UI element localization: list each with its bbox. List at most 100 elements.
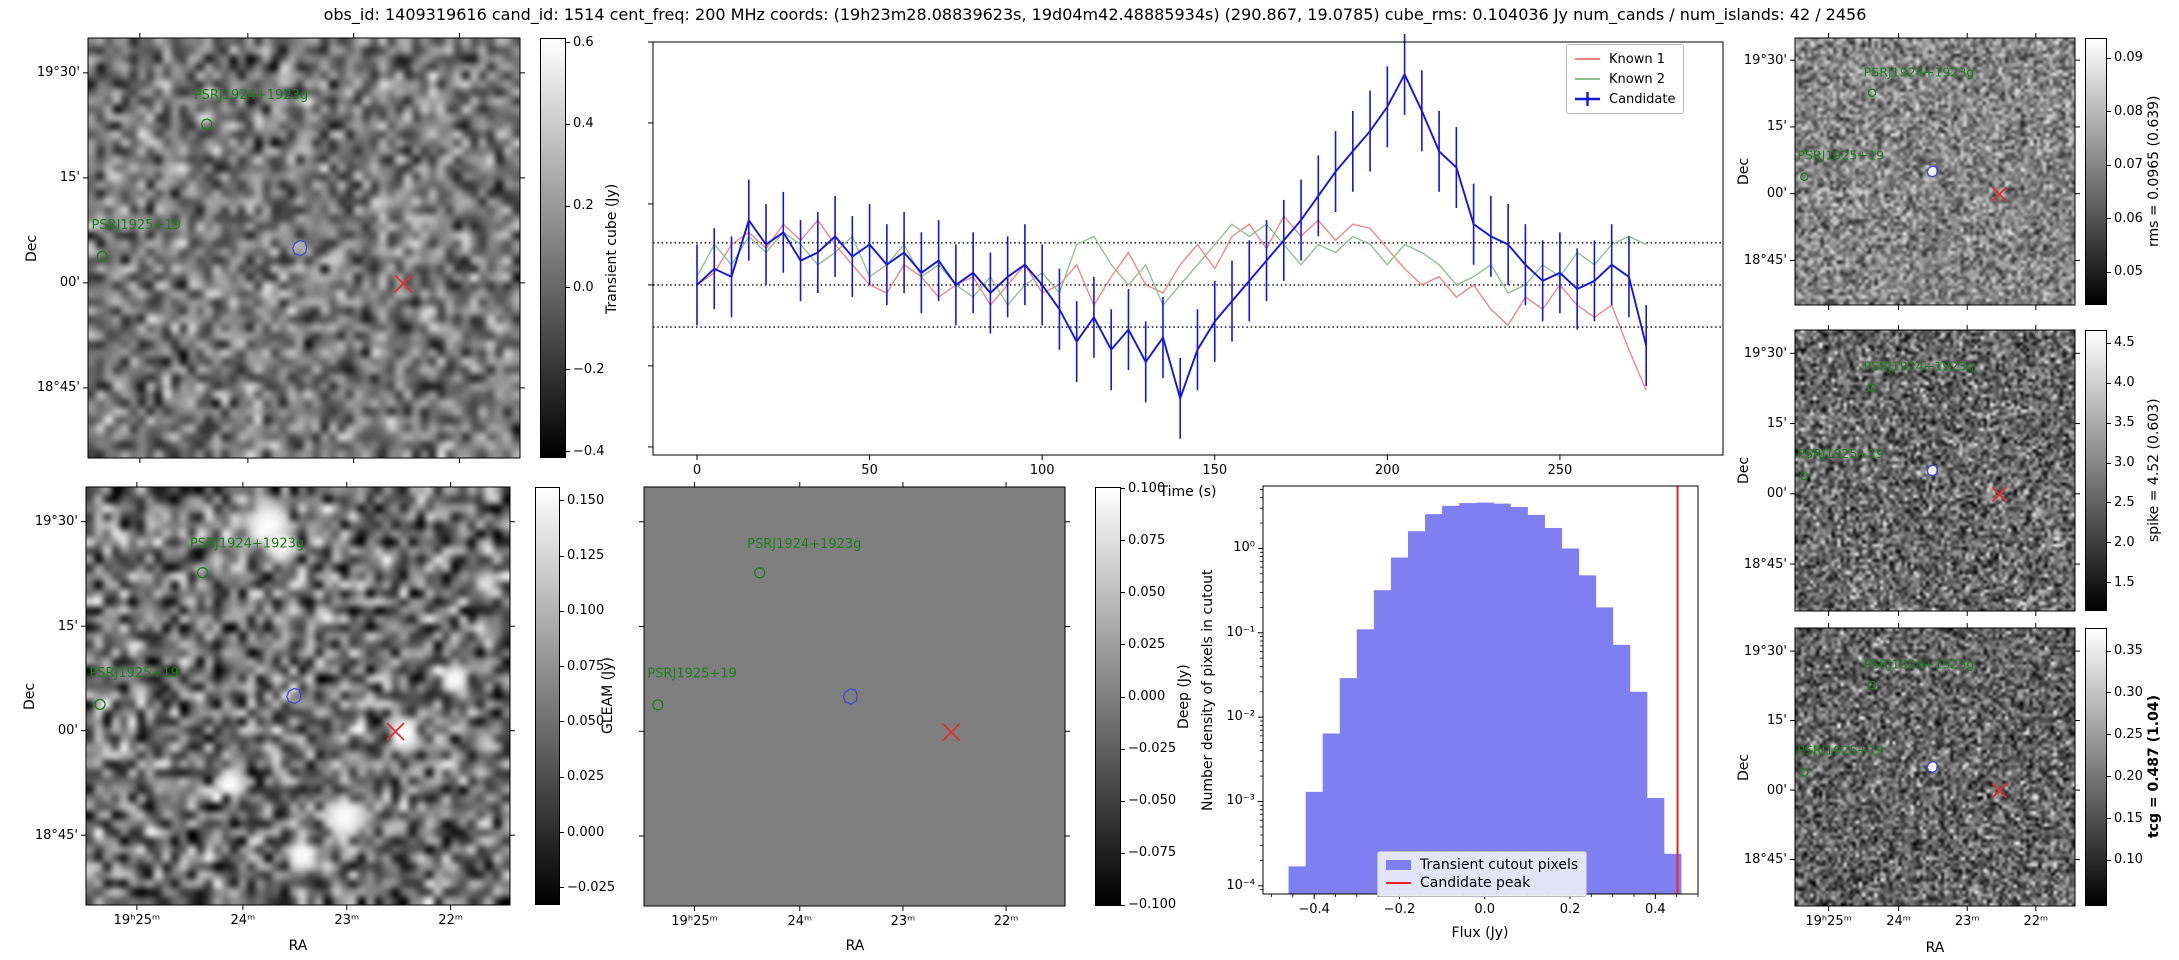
candidate-island-contour-icon [842,688,858,705]
histogram-bar [1612,644,1631,894]
known-source-marker-icon [201,118,213,130]
known-source-marker-icon [1867,88,1877,97]
series-known-1 [696,214,1647,391]
colorbar-tick-label: 2.5 [2114,494,2135,510]
colorbar-tick-label: 0.100 [1128,480,1166,496]
colorbar-tick-label: −0.4 [573,443,605,459]
rejected-candidate-x-icon [1991,486,2007,502]
lightcurve-plot [648,33,1724,460]
colorbar-tick-label: 0.20 [2114,768,2143,784]
known-source-marker-icon [652,699,664,711]
colorbar-tick [560,832,564,834]
colorbar-tick [1121,488,1125,490]
known-source-marker-icon [196,567,209,579]
colorbar-tick [2107,164,2111,166]
dec-tick-label: 15' [1766,713,1787,729]
colorbar-tick [1121,800,1125,802]
histogram-bar [1493,503,1511,894]
colorbar-tick [566,123,570,125]
histogram-bar [1527,514,1545,894]
colorbar-tick-label: −0.100 [1128,897,1177,913]
colorbar-tick [560,776,564,778]
flux-axis-label: Flux (Jy) [1451,925,1509,941]
colorbar-tick [1121,852,1125,854]
colorbar-tick-label: 3.5 [2114,415,2135,431]
rejected-candidate-x-icon [394,274,413,293]
dec-tick-label: 19°30' [1743,643,1787,659]
colorbar-transient-cube [540,38,566,458]
legend-label-cutout-pixels: Transient cutout pixels [1420,857,1579,873]
candidate-island-contour-icon [1926,760,1938,774]
colorbar-tick-label: 0.025 [1128,636,1166,652]
legend-label-known2: Known 2 [1609,71,1665,87]
dec-tick-label: 19°30' [1743,345,1787,361]
colorbar-tick-label: 0.000 [567,824,605,840]
tcg-cutout-overlay: PSRJ1924+1923g PSRJ1925+19 [1790,623,2080,911]
lightcurve-ylabel: Transient cube (Jy) [604,183,620,314]
annotation-psrj1924: PSRJ1924+1923g [190,537,304,552]
rejected-candidate-x-icon [942,722,961,742]
colorbar-tick [566,451,570,453]
candidate-errorbar-icon [1575,92,1600,106]
colorbar-tick-label: 0.35 [2114,643,2143,659]
histogram-ylabel: Number density of pixels in cutout [1200,569,1216,811]
colorbar-tcg [2085,628,2107,906]
colorbar-tick [2107,111,2111,113]
colorbar-tick [560,555,564,557]
ra-tick-label: 19ʰ25ᵐ [1805,914,1852,929]
known-source-marker-icon [1799,471,1809,481]
ra-axis-label-tcg: RA [1925,940,1945,956]
colorbar-tick-label: 0.06 [2114,210,2143,226]
colorbar-tick [2107,692,2111,694]
lightcurve-legend: Known 1 Known 2 Candidate [1566,44,1685,114]
time-tick-label: 200 [1374,463,1400,478]
colorbar-tick-label: −0.025 [1128,741,1177,757]
flux-tick-label: −0.4 [1298,902,1330,917]
colorbar-tick-label: 0.0 [573,279,594,295]
histogram-bar [1442,505,1460,894]
colorbar-tick-label: −0.075 [1128,845,1177,861]
colorbar-tick-label: 1.5 [2114,574,2135,590]
annotation-psrj1924: PSRJ1924+1923g [1864,656,1975,671]
colorbar-tick [2107,734,2111,736]
colorbar-tick [2107,462,2111,464]
spike-colorbar-label: spike = 4.52 (0.603) [2146,398,2162,543]
colorbar-tick [2107,382,2111,384]
colorbar-tick-label: 4.5 [2114,335,2135,351]
density-tick-label: 10⁻¹ [1226,624,1255,640]
colorbar-tick-label: 0.000 [1128,689,1166,704]
colorbar-tick [566,205,570,207]
spike-cutout-overlay: PSRJ1924+1923g PSRJ1925+19 [1790,325,2080,616]
colorbar-tick-label: 0.15 [2114,810,2143,826]
histogram-bar [1578,575,1597,894]
colorbar-tick [1121,904,1125,906]
annotation-psrj1924: PSRJ1924+1923g [1864,359,1975,374]
colorbar-deep [1095,487,1121,906]
dec-tick-label: 15' [59,170,80,186]
ra-tick-label: 24ᵐ [230,913,256,928]
colorbar-tick-label: 0.05 [2114,264,2143,280]
time-tick-label: 100 [1029,463,1055,478]
dec-tick-label: 18°45' [1743,252,1787,268]
flux-tick-label: 0.0 [1474,902,1496,917]
dec-tick-label: 00' [1766,186,1787,202]
time-tick-label: 50 [861,463,878,478]
annotation-psrj1925: PSRJ1925+19 [1797,742,1884,757]
colorbar-tick [566,287,570,289]
legend-row-candidate-peak: Candidate peak [1385,874,1578,892]
colorbar-gleam [535,487,560,905]
panel-rms-cutout: PSRJ1924+1923g PSRJ1925+19 [1790,33,2080,310]
histogram-bar [1288,866,1307,894]
rms-colorbar-label: rms = 0.0965 (0.639) [2146,95,2162,248]
colorbar-tick-label: 0.09 [2114,50,2143,66]
panel-tcg-cutout: PSRJ1924+1923g PSRJ1925+19 [1790,623,2080,911]
candidate-island-contour-icon [286,687,302,705]
density-tick-label: 10⁻² [1226,709,1255,725]
gleam-cutout-image [86,487,510,905]
time-tick-label: 150 [1202,463,1228,478]
legend-row-candidate: Candidate [1574,89,1675,109]
legend-row-known1: Known 1 [1574,49,1675,69]
panel-deep-cutout: PSRJ1924+1923g PSRJ1925+19 [639,482,1070,911]
histogram-bar [1408,531,1426,894]
